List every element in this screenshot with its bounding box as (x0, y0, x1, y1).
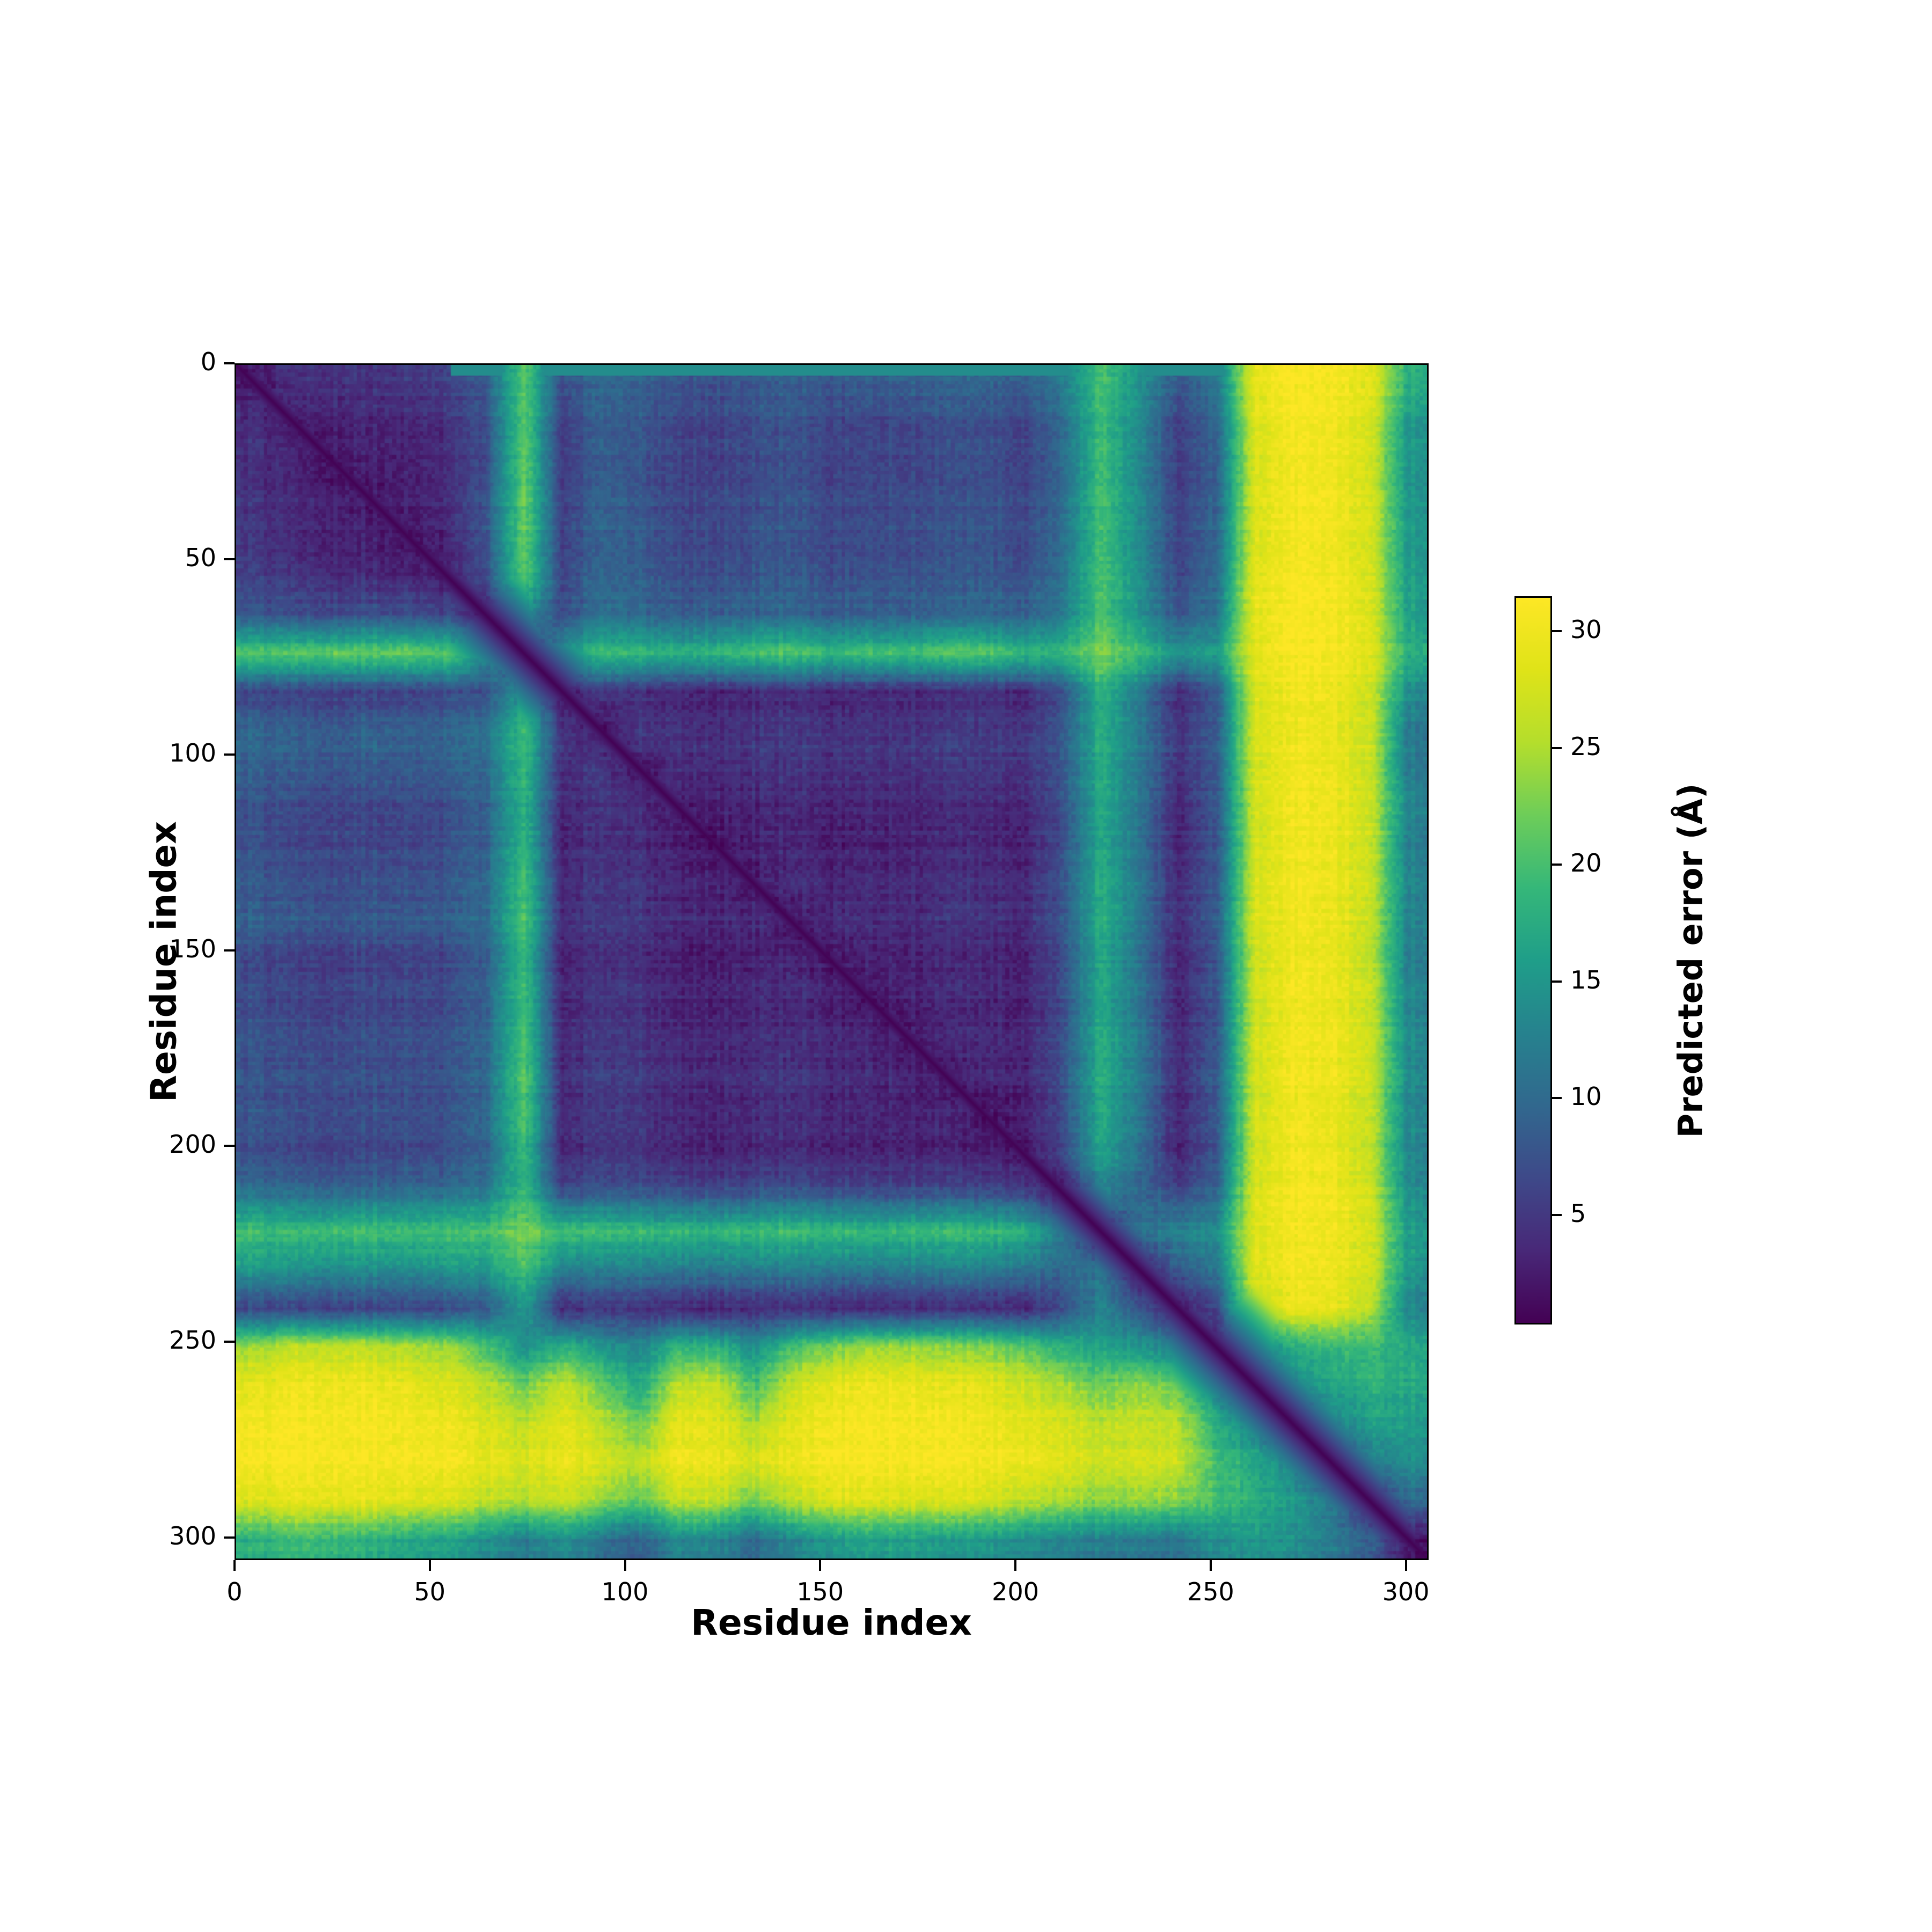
pae-heatmap-canvas (236, 365, 1427, 1558)
x-axis-label: Residue index (691, 1602, 972, 1643)
y-tick-mark (224, 558, 235, 560)
colorbar-tick-label: 15 (1570, 965, 1602, 994)
x-tick-label: 250 (1187, 1577, 1234, 1606)
y-tick-label: 150 (169, 934, 216, 963)
y-axis-label: Residue index (143, 821, 185, 1102)
y-tick-label: 250 (169, 1325, 216, 1355)
colorbar-tick-label: 25 (1570, 731, 1602, 761)
x-tick-mark (1404, 1560, 1407, 1571)
x-tick-mark (1209, 1560, 1212, 1571)
x-tick-mark (624, 1560, 626, 1571)
y-tick-mark (224, 1340, 235, 1343)
colorbar-tick-label: 5 (1570, 1198, 1586, 1228)
y-tick-label: 200 (169, 1130, 216, 1159)
x-tick-label: 100 (601, 1577, 649, 1606)
colorbar-tick-label: 30 (1570, 615, 1602, 645)
x-tick-label: 300 (1382, 1577, 1430, 1606)
y-tick-mark (224, 1145, 235, 1147)
y-tick-mark (224, 362, 235, 364)
x-tick-mark (233, 1560, 236, 1571)
x-tick-label: 0 (226, 1577, 243, 1606)
y-tick-label: 0 (200, 347, 216, 376)
heatmap-plot-area (235, 363, 1429, 1560)
x-tick-label: 200 (992, 1577, 1039, 1606)
x-tick-label: 150 (796, 1577, 844, 1606)
x-tick-mark (1014, 1560, 1017, 1571)
y-tick-label: 300 (169, 1521, 216, 1550)
colorbar-tick-mark (1552, 863, 1562, 866)
colorbar (1514, 596, 1552, 1324)
colorbar-tick-label: 20 (1570, 848, 1602, 878)
y-tick-mark (224, 949, 235, 952)
x-tick-mark (819, 1560, 822, 1571)
x-tick-label: 50 (414, 1577, 446, 1606)
y-tick-mark (224, 1536, 235, 1539)
x-tick-mark (428, 1560, 431, 1571)
y-tick-label: 50 (185, 543, 216, 572)
y-tick-mark (224, 753, 235, 756)
y-tick-label: 100 (169, 738, 216, 768)
colorbar-tick-mark (1552, 747, 1562, 749)
colorbar-tick-mark (1552, 1097, 1562, 1100)
colorbar-tick-mark (1552, 980, 1562, 983)
colorbar-tick-label: 10 (1570, 1082, 1602, 1111)
colorbar-tick-mark (1552, 1213, 1562, 1216)
colorbar-label: Predicted error (Å) (1671, 783, 1710, 1138)
colorbar-tick-mark (1552, 630, 1562, 633)
